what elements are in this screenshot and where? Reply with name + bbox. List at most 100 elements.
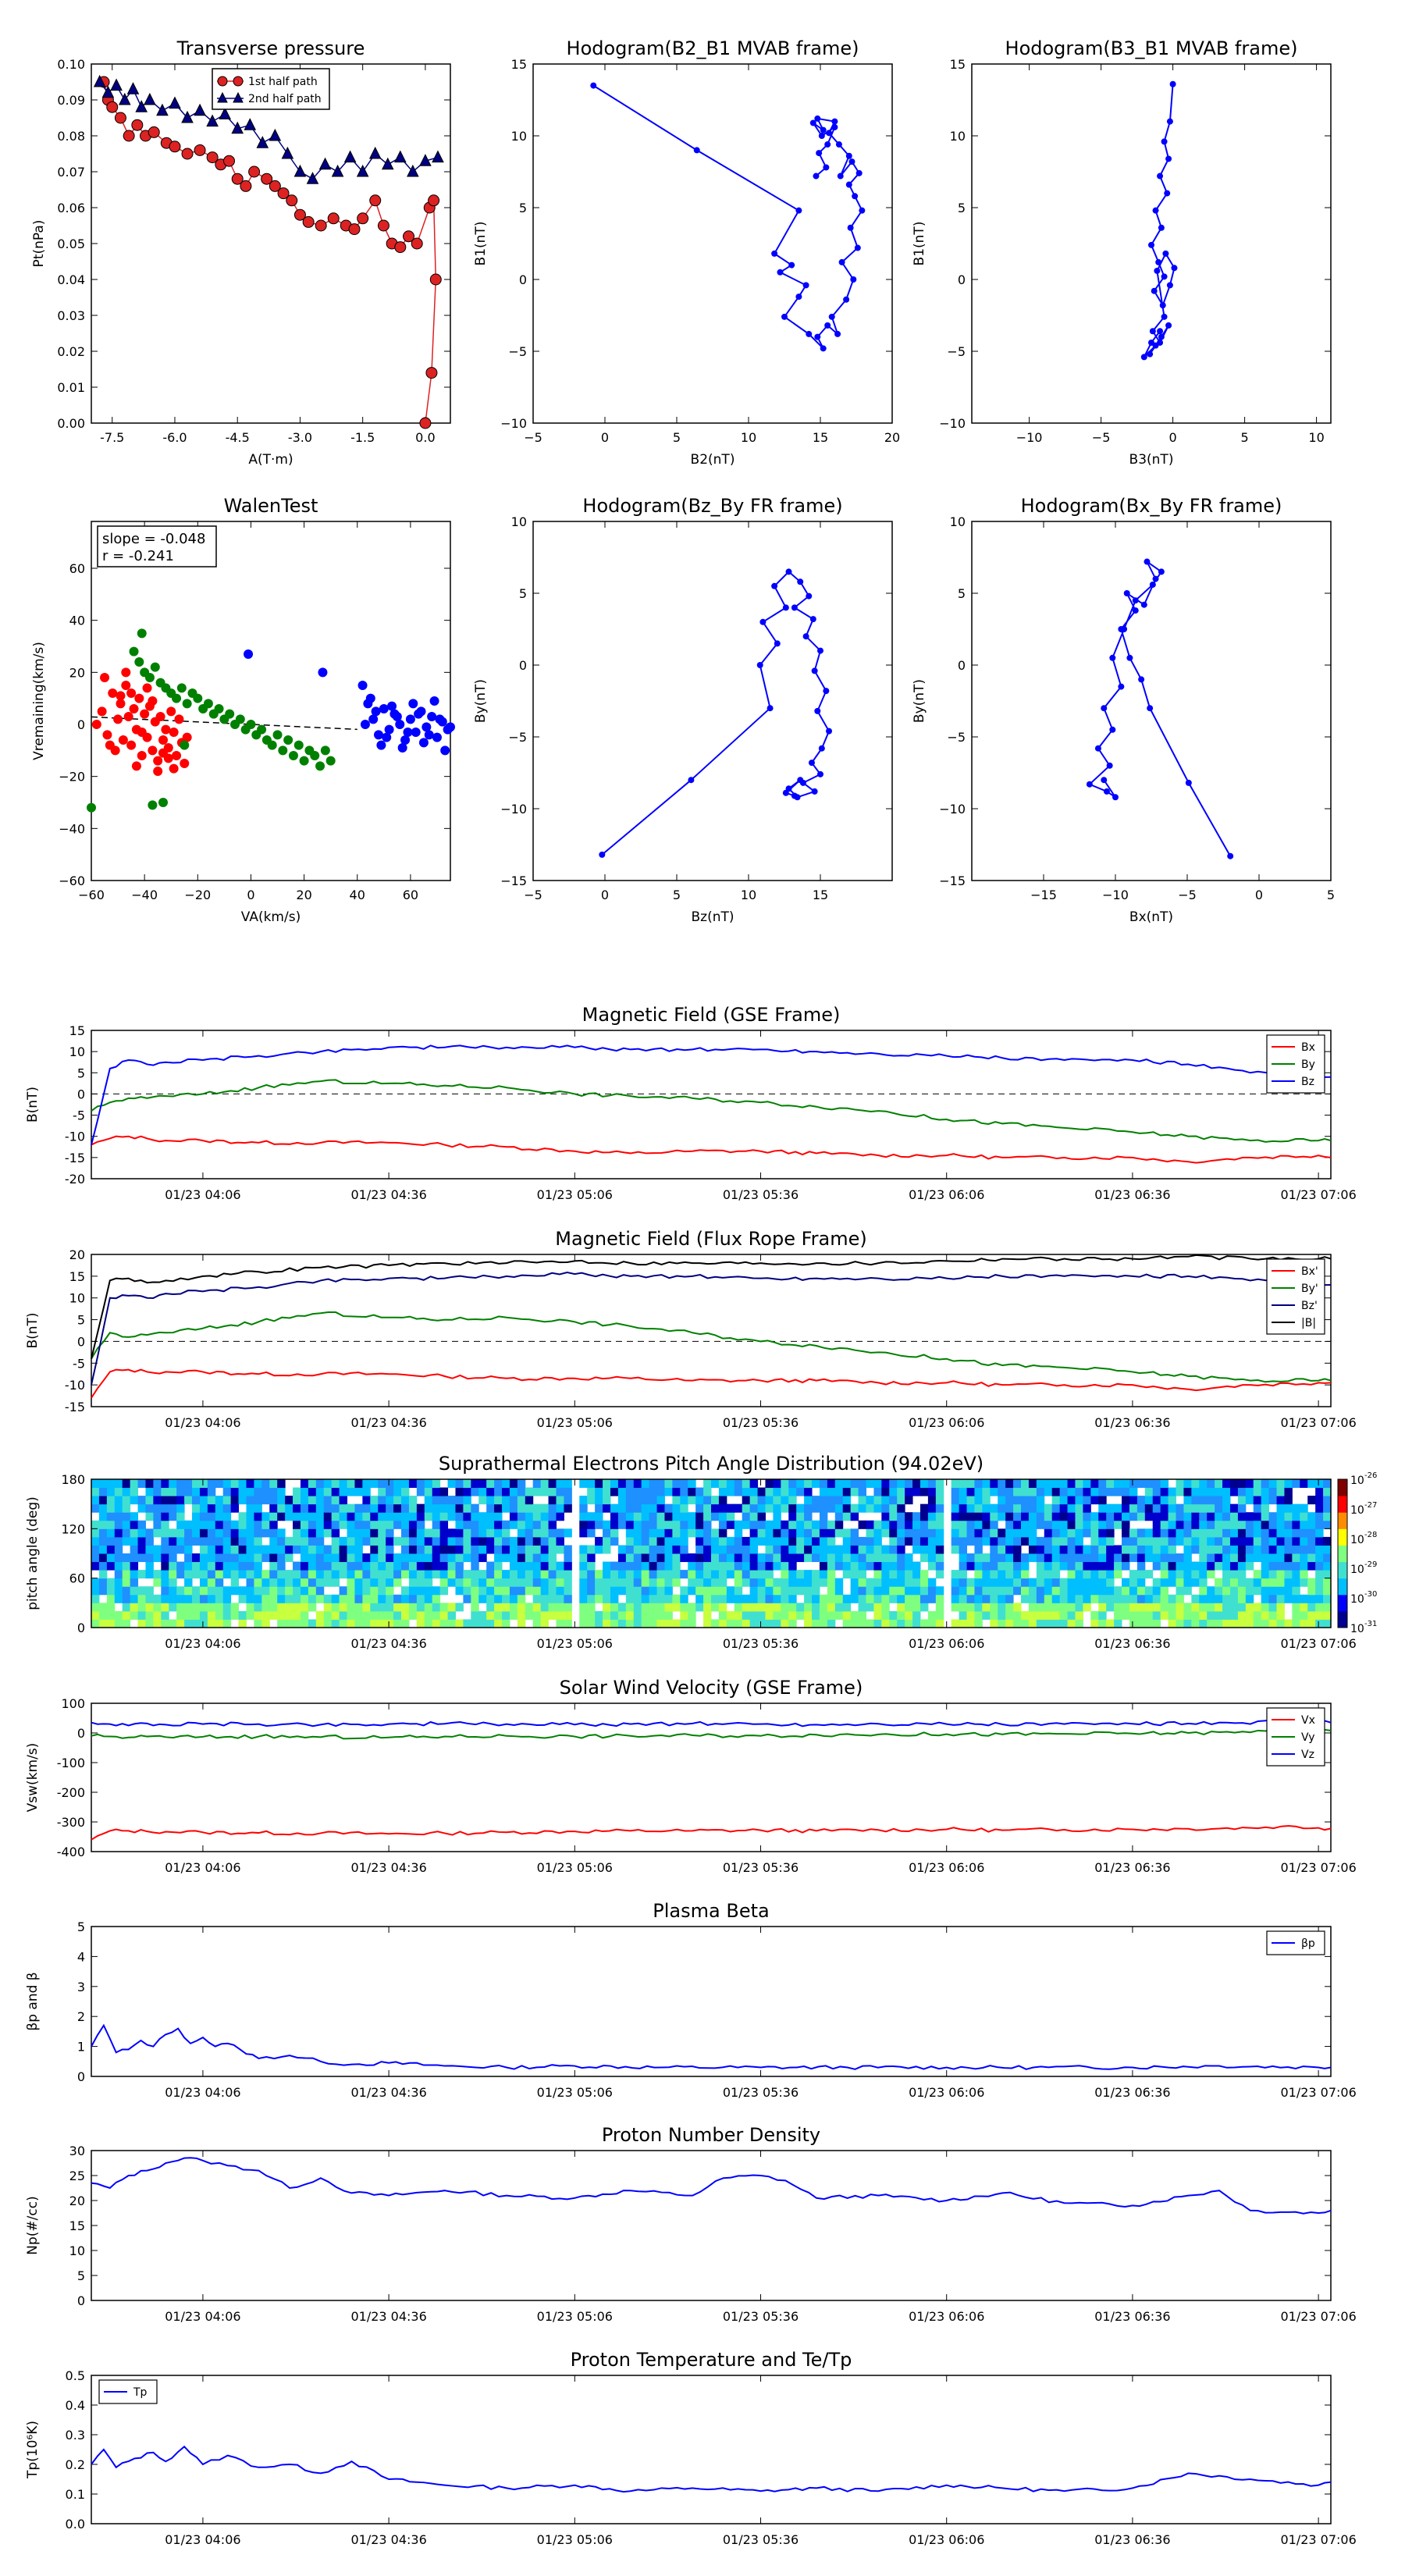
pitch-angle-cell	[1160, 1503, 1169, 1513]
pitch-angle-cell	[889, 1520, 898, 1529]
pitch-angle-cell	[1237, 1561, 1247, 1571]
pitch-angle-cell	[881, 1479, 890, 1489]
pitch-angle-cell	[1253, 1520, 1262, 1529]
walen-point	[320, 745, 330, 756]
pitch-angle-cell	[1160, 1496, 1169, 1505]
hodogram-b2-b1-ytick-label: 5	[519, 201, 527, 215]
pitch-angle-cell	[215, 1528, 224, 1538]
pitch-angle-cell	[819, 1528, 828, 1538]
pitch-angle-cell	[1106, 1545, 1115, 1554]
pitch-angle-cell	[416, 1561, 425, 1571]
pressure-circle-marker	[131, 119, 144, 131]
pitch-angle-cell	[1315, 1570, 1324, 1579]
pitch-angle-cell	[199, 1528, 208, 1538]
pitch-angle-cell	[1114, 1619, 1122, 1628]
pitch-angle-cell	[106, 1586, 116, 1596]
pitch-angle-cell	[1036, 1610, 1045, 1620]
pitch-angle-cell	[315, 1570, 325, 1579]
hodogram-b3-b1-xtick-label: 5	[1241, 430, 1249, 445]
pitch-angle-cell	[1261, 1496, 1270, 1505]
walen-test-xtick-label: 20	[296, 888, 311, 902]
pitch-angle-cell	[1106, 1594, 1115, 1603]
pitch-angle-cell	[300, 1619, 309, 1628]
pitch-angle-cell	[796, 1545, 805, 1554]
pitch-angle-cell	[742, 1553, 751, 1563]
pitch-angle-cell	[300, 1536, 309, 1546]
walen-point	[172, 751, 182, 760]
walen-point	[414, 709, 424, 719]
pitch-angle-cell	[207, 1553, 216, 1563]
pitch-angle-cell	[1229, 1603, 1239, 1612]
pitch-angle-cell	[1005, 1503, 1014, 1513]
magnetic-field-gse-xtick-label: 01/23 04:36	[350, 1187, 426, 1202]
pitch-angle-cell	[517, 1487, 526, 1496]
pitch-angle-cell	[215, 1496, 224, 1505]
pitch-angle-cell	[905, 1619, 913, 1628]
pitch-angle-cell	[897, 1487, 905, 1496]
pitch-angle-cell	[176, 1594, 185, 1603]
hodogram-bx-by-point	[1101, 777, 1108, 784]
pitch-angle-cell	[881, 1594, 890, 1603]
colorbar-tick-exponent: -28	[1364, 1531, 1377, 1539]
pitch-angle-cell	[1005, 1536, 1014, 1546]
pitch-angle-cell	[222, 1586, 232, 1596]
transverse-pressure-ytick-label: 0.08	[57, 129, 85, 144]
pitch-angle-cell	[447, 1503, 456, 1513]
pitch-angle-cell	[897, 1603, 905, 1612]
hodogram-bx-by-title: Hodogram(Bx_By FR frame)	[1021, 495, 1282, 517]
pitch-angle-cell	[106, 1561, 116, 1571]
pitch-angle-cell	[1229, 1610, 1239, 1620]
pitch-angle-cell	[959, 1512, 968, 1521]
pitch-angle-cell	[966, 1603, 975, 1612]
pitch-angle-cell	[532, 1479, 542, 1489]
pitch-angle-cell	[517, 1603, 526, 1612]
pitch-angle-cell	[153, 1496, 162, 1505]
hodogram-b3-b1-point	[1164, 190, 1171, 197]
pitch-angle-cell	[494, 1561, 503, 1571]
pitch-angle-cell	[339, 1520, 348, 1529]
plasma-beta-title: Plasma Beta	[653, 1900, 769, 1922]
pitch-angle-cell	[308, 1594, 317, 1603]
pitch-angle-cell	[625, 1561, 635, 1571]
pitch-angle-cell	[401, 1561, 410, 1571]
pitch-angle-cell	[579, 1586, 588, 1596]
pitch-angle-cell	[773, 1561, 781, 1571]
pitch-angle-cell	[1144, 1536, 1154, 1546]
hodogram-b2-b1-ytick-label: −5	[508, 344, 527, 359]
pitch-angle-cell	[873, 1479, 882, 1489]
pitch-angle-cell	[718, 1479, 727, 1489]
pitch-angle-cell	[1075, 1561, 1083, 1571]
pitch-angle-cell	[339, 1503, 348, 1513]
hodogram-b2-b1-point	[771, 250, 778, 257]
pitch-angle-cell	[1245, 1603, 1254, 1612]
pitch-angle-cell	[1122, 1487, 1130, 1496]
pitch-angle-cell	[1090, 1545, 1099, 1554]
magnetic-field-gse-ytick-label: -5	[73, 1108, 85, 1123]
pitch-angle-cell	[1059, 1553, 1069, 1563]
pitch-angle-cell	[788, 1603, 797, 1612]
pitch-angle-cell	[695, 1503, 704, 1513]
pitch-angle-cell	[1129, 1487, 1138, 1496]
pitch-angle-cell	[625, 1545, 635, 1554]
pitch-angle-cell	[486, 1570, 495, 1579]
pitch-angle-cell	[672, 1512, 681, 1521]
pitch-angle-cell	[1098, 1536, 1107, 1546]
pitch-angle-cell	[905, 1553, 913, 1563]
pitch-angle-cell	[176, 1528, 185, 1538]
pitch-angle-cell	[1067, 1561, 1076, 1571]
pitch-angle-cell	[1114, 1603, 1122, 1612]
pressure-circle-marker	[428, 194, 440, 207]
pitch-angle-cell	[424, 1594, 433, 1603]
pitch-angle-cell	[222, 1496, 232, 1505]
magnetic-field-gse-series-line	[91, 1135, 1332, 1164]
pitch-angle-cell	[1215, 1586, 1223, 1596]
pitch-angle-cell	[564, 1503, 572, 1513]
pitch-angle-cell	[401, 1503, 410, 1513]
pitch-angle-cell	[1222, 1553, 1231, 1563]
proton-density-ytick-label: 20	[69, 2194, 85, 2208]
hodogram-b2-b1-xtick-label: 0	[601, 430, 609, 445]
pitch-angle-cell	[695, 1561, 704, 1571]
pitch-angle-cell	[246, 1603, 254, 1612]
pitch-angle-cell	[339, 1610, 348, 1620]
pitch-angle-cell	[742, 1545, 751, 1554]
